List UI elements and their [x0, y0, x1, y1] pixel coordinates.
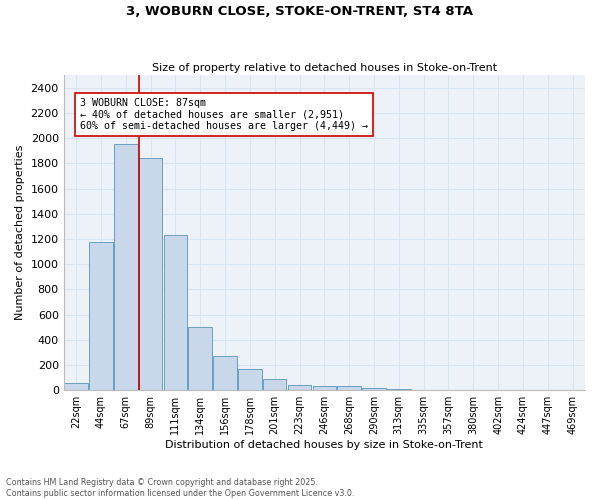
- Text: Contains HM Land Registry data © Crown copyright and database right 2025.
Contai: Contains HM Land Registry data © Crown c…: [6, 478, 355, 498]
- Title: Size of property relative to detached houses in Stoke-on-Trent: Size of property relative to detached ho…: [152, 63, 497, 73]
- Bar: [288, 385, 311, 390]
- Text: 3, WOBURN CLOSE, STOKE-ON-TRENT, ST4 8TA: 3, WOBURN CLOSE, STOKE-ON-TRENT, ST4 8TA: [127, 5, 473, 18]
- Bar: [114, 144, 137, 390]
- Bar: [263, 379, 286, 390]
- Bar: [337, 386, 361, 390]
- Y-axis label: Number of detached properties: Number of detached properties: [15, 145, 25, 320]
- Bar: [313, 386, 336, 390]
- Bar: [139, 158, 163, 390]
- Bar: [238, 370, 262, 390]
- Bar: [164, 235, 187, 390]
- Bar: [64, 384, 88, 390]
- Bar: [387, 389, 410, 390]
- Bar: [188, 327, 212, 390]
- Bar: [213, 356, 237, 390]
- Bar: [89, 242, 113, 390]
- Text: 3 WOBURN CLOSE: 87sqm
← 40% of detached houses are smaller (2,951)
60% of semi-d: 3 WOBURN CLOSE: 87sqm ← 40% of detached …: [80, 98, 368, 131]
- Bar: [362, 388, 386, 390]
- X-axis label: Distribution of detached houses by size in Stoke-on-Trent: Distribution of detached houses by size …: [166, 440, 483, 450]
